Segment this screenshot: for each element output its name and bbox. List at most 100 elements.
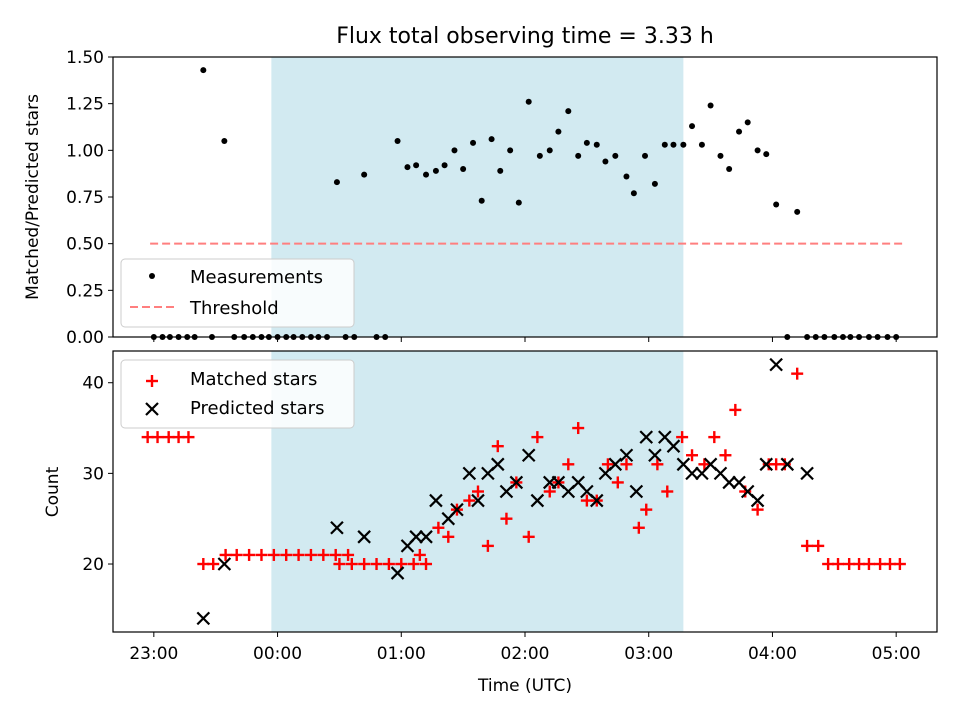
matched-star-point <box>420 558 433 571</box>
matched-star-point <box>345 558 358 571</box>
matched-star-point <box>317 548 330 561</box>
matched-star-point <box>442 530 455 543</box>
predicted-star-point <box>217 557 232 571</box>
predicted-star-point <box>639 430 654 444</box>
predicted-star-point <box>196 611 211 626</box>
measurement-point <box>497 167 504 174</box>
matched-star-point <box>708 431 721 444</box>
x-tick-label: 23:00 <box>129 644 178 664</box>
measurement-point <box>593 141 600 148</box>
legend-matched-label: Matched stars <box>190 369 317 390</box>
predicted-star-point <box>685 466 699 481</box>
measurement-point <box>630 190 637 197</box>
matched-star-point <box>471 485 484 498</box>
bottom-panel-legend: Matched stars Predicted stars <box>120 359 355 429</box>
matched-star-point <box>304 548 317 561</box>
measurement-point <box>754 147 761 154</box>
matched-star-point <box>601 458 614 471</box>
matched-star-point <box>893 558 906 571</box>
matched-star-point <box>719 449 732 462</box>
matched-star-point <box>292 548 305 561</box>
measurement-point <box>583 139 590 146</box>
matched-star-point <box>686 449 699 462</box>
x-axis-label: Time (UTC) <box>477 676 572 696</box>
predicted-star-point <box>429 493 443 508</box>
measurement-point <box>525 98 532 105</box>
top-y-tick-label: 0.25 <box>66 281 104 301</box>
legend-measurements-marker <box>149 273 155 279</box>
matched-star-point <box>267 548 280 561</box>
matched-star-point <box>255 548 268 561</box>
legend-threshold-label: Threshold <box>189 298 279 319</box>
matched-star-point <box>333 558 346 571</box>
matched-star-point <box>230 548 243 561</box>
measurement-point <box>736 128 743 135</box>
predicted-star-point <box>390 566 405 580</box>
top-panel-frame <box>112 56 938 338</box>
predicted-star-point <box>769 357 783 372</box>
matched-star-point <box>370 558 383 571</box>
matched-star-point <box>751 503 764 516</box>
measurement-point <box>488 136 495 143</box>
chart-title: Flux total observing time = 3.33 h <box>336 24 714 49</box>
matched-star-point <box>531 431 544 444</box>
matched-star-point <box>632 521 645 534</box>
predicted-star-point <box>471 493 485 508</box>
measurement-point <box>460 166 467 172</box>
predicted-star-point <box>629 484 644 499</box>
measurement-point <box>707 102 714 109</box>
measurement-point <box>612 152 619 159</box>
predicted-star-point <box>357 530 371 544</box>
matched-star-point <box>832 558 845 571</box>
matched-star-point <box>358 558 371 571</box>
top-panel: 0.00 0.25 0.50 0.75 1.00 1.25 1.50 Matched/Pre… <box>23 48 938 348</box>
measurement-point <box>623 173 630 180</box>
predicted-star-point <box>589 493 604 508</box>
x-tick-label: 05:00 <box>872 644 921 664</box>
measurement-point <box>423 171 430 178</box>
predicted-star-point <box>800 466 814 481</box>
matched-star-point <box>413 548 426 561</box>
matched-star-point <box>661 485 674 498</box>
predicted-star-point <box>462 466 477 481</box>
top-y-tick-label: 0.75 <box>66 188 104 208</box>
top-y-tick-label: 1.50 <box>66 48 104 68</box>
top-y-tick-label: 0.50 <box>66 235 104 255</box>
matched-star-point <box>491 440 504 453</box>
matched-star-point <box>342 548 355 561</box>
measurement-point <box>773 201 780 208</box>
measurement-point <box>575 152 582 159</box>
measurement-point <box>507 147 514 154</box>
predicted-star-point <box>780 457 795 472</box>
matched-star-point <box>500 512 513 525</box>
matched-star-point <box>543 485 556 498</box>
top-panel-y-axis-label: Matched/Predicted stars <box>23 94 43 300</box>
measurement-point <box>432 167 439 174</box>
measurement-point <box>763 151 770 158</box>
matched-star-point <box>676 431 689 444</box>
matched-star-point <box>620 458 633 471</box>
x-tick-label: 03:00 <box>624 644 673 664</box>
bottom-legend-box <box>120 359 355 429</box>
measurement-point <box>333 179 340 186</box>
predicted-star-point <box>722 475 736 490</box>
measurement-point <box>670 141 677 148</box>
top-y-tick-label: 0.00 <box>66 328 104 348</box>
legend-predicted-marker <box>145 402 159 416</box>
matched-star-point <box>280 548 293 561</box>
predicted-star-point <box>759 457 774 472</box>
x-tick-label: 00:00 <box>253 644 302 664</box>
matched-star-point <box>651 458 664 471</box>
predicted-star-point <box>409 530 423 544</box>
matched-star-point <box>182 431 195 444</box>
matched-star-point <box>791 367 804 380</box>
measurement-point <box>698 141 705 148</box>
measurement-point <box>536 152 543 159</box>
legend-predicted-label: Predicted stars <box>190 398 324 419</box>
matched-star-point <box>801 539 814 552</box>
matched-star-point <box>463 494 476 507</box>
matched-star-point <box>481 539 494 552</box>
predicted-star-point <box>509 475 524 490</box>
top-y-tick-label: 1.25 <box>66 95 104 115</box>
